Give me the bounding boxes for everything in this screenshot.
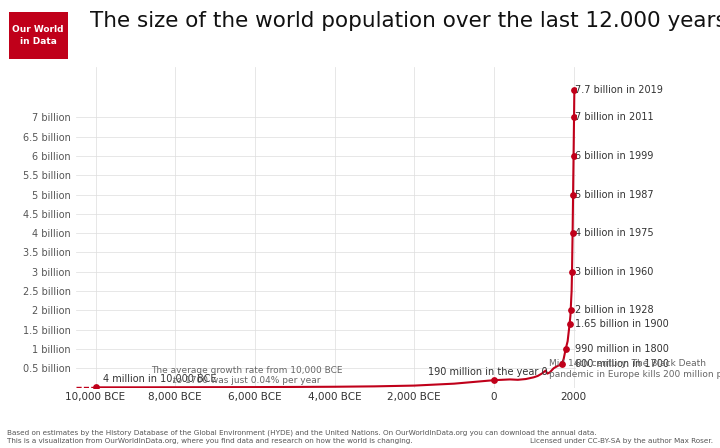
Point [556, 361, 567, 368]
Text: 2 billion in 1928: 2 billion in 1928 [575, 306, 654, 315]
Point [566, 268, 577, 276]
Text: 3 billion in 1960: 3 billion in 1960 [575, 267, 653, 277]
Point [560, 346, 572, 353]
Text: 1.65 billion in 1900: 1.65 billion in 1900 [575, 319, 669, 329]
Text: 4 million in 10,000 BCE: 4 million in 10,000 BCE [104, 374, 217, 384]
Text: Licensed under CC-BY-SA by the author Max Roser.: Licensed under CC-BY-SA by the author Ma… [530, 438, 713, 444]
Point [488, 377, 500, 384]
Point [568, 114, 580, 121]
Text: Our World
in Data: Our World in Data [12, 25, 64, 46]
Text: 7 billion in 2011: 7 billion in 2011 [575, 112, 654, 122]
Text: 4 billion in 1975: 4 billion in 1975 [575, 228, 654, 238]
Point [564, 320, 575, 327]
Text: 990 million in 1800: 990 million in 1800 [575, 345, 669, 354]
Text: 7.7 billion in 2019: 7.7 billion in 2019 [575, 86, 662, 95]
Point [567, 229, 578, 237]
Text: This is a visualization from OurWorldInData.org, where you find data and researc: This is a visualization from OurWorldInD… [7, 438, 413, 444]
Text: 5 billion in 1987: 5 billion in 1987 [575, 190, 654, 199]
Point [569, 87, 580, 94]
Text: The size of the world population over the last 12.000 years: The size of the world population over th… [90, 11, 720, 31]
Point [565, 307, 577, 314]
Point [568, 152, 580, 159]
Point [567, 191, 579, 198]
Text: 190 million in the year 0: 190 million in the year 0 [428, 367, 548, 377]
Text: Based on estimates by the History Database of the Global Environment (HYDE) and : Based on estimates by the History Databa… [7, 429, 597, 436]
Text: 600 million in 1700: 600 million in 1700 [575, 359, 669, 369]
Text: The average growth rate from 10,000 BCE
to 1700 was just 0.04% per year: The average growth rate from 10,000 BCE … [151, 366, 343, 385]
Point [90, 384, 102, 391]
Text: 6 billion in 1999: 6 billion in 1999 [575, 151, 653, 161]
Text: Mid 14th century: The Black Death
pandemic in Europe kills 200 million people.: Mid 14th century: The Black Death pandem… [549, 359, 720, 379]
